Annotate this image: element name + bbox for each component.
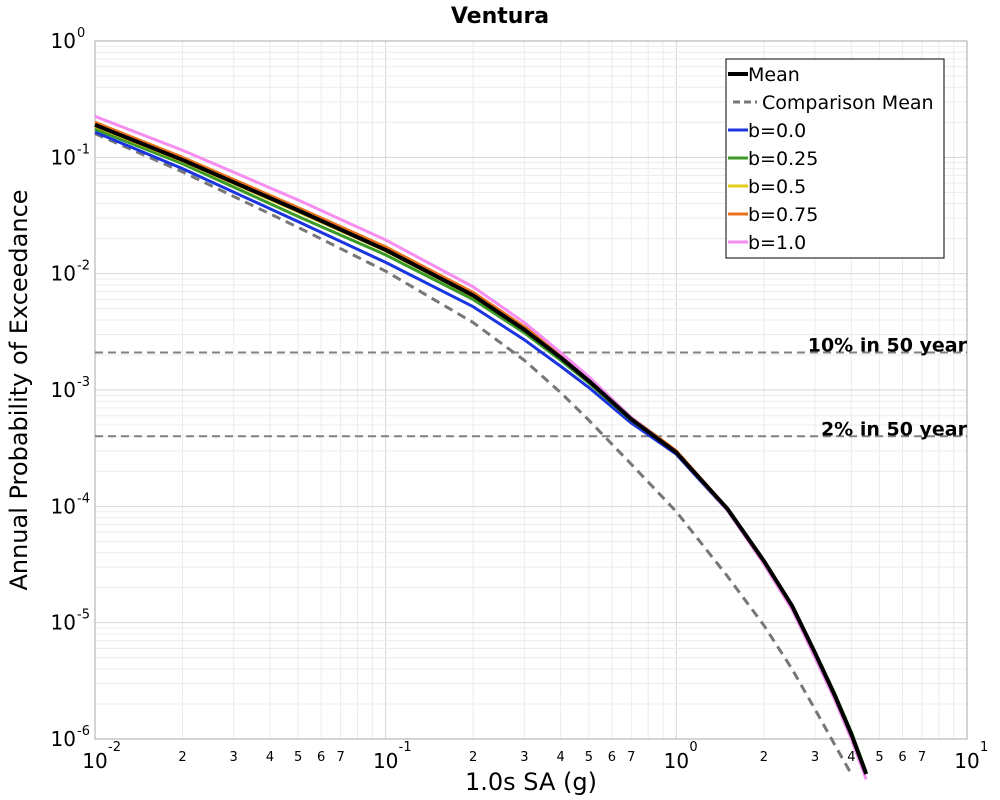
- legend-label: Mean: [748, 64, 800, 86]
- y-major-tick-label: 10 -6: [51, 724, 90, 751]
- x-minor-tick-label: 6: [317, 750, 325, 765]
- y-tick-base: 10: [51, 145, 76, 169]
- x-tick-exponent: 1: [980, 740, 988, 755]
- x-tick-base: 10: [82, 749, 107, 773]
- x-tick-exponent: -1: [399, 740, 412, 755]
- x-major-tick-label: 101: [954, 740, 988, 773]
- series-lines: [94, 114, 869, 780]
- y-major-tick-label: 10 -1: [51, 142, 90, 169]
- y-tick-exponent: -5: [77, 608, 90, 623]
- x-tick-base: 10: [373, 749, 398, 773]
- x-minor-tick-label: 3: [520, 750, 528, 765]
- x-minor-tick-label: 2: [760, 750, 768, 765]
- legend-entry: b=0.5: [728, 176, 806, 198]
- x-minor-tick-label: 7: [337, 750, 345, 765]
- x-minor-tick-label: 3: [230, 750, 238, 765]
- reference-line-label: 2% in 50 year: [821, 418, 968, 440]
- x-tick-exponent: -2: [108, 740, 121, 755]
- x-major-tick-label: 100: [664, 740, 698, 773]
- legend-label: b=0.0: [748, 120, 806, 142]
- y-major-tick-label: 10 -3: [51, 375, 90, 402]
- x-minor-tick-label: 2: [178, 750, 186, 765]
- x-minor-tick-label: 6: [898, 750, 906, 765]
- reference-lines: 10% in 50 year 2% in 50 year: [95, 335, 968, 440]
- legend-label: b=0.5: [748, 176, 806, 198]
- x-major-tick-label: 10-1: [373, 740, 412, 773]
- x-minor-tick-label: 4: [847, 750, 855, 765]
- y-tick-exponent: -3: [77, 375, 90, 390]
- y-major-tick-label: 10 -2: [51, 259, 90, 286]
- legend-label: b=0.75: [748, 204, 818, 226]
- legend-entry: b=0.0: [728, 120, 806, 142]
- y-major-tick-label: 10 -4: [51, 491, 90, 518]
- y-axis-label: Annual Probability of Exceedance: [5, 189, 33, 590]
- series-line-comparison-mean: [94, 132, 853, 775]
- y-tick-base: 10: [51, 262, 76, 286]
- x-minor-tick-label: 7: [627, 750, 635, 765]
- legend-entry: Mean: [728, 64, 800, 86]
- x-minor-tick-label: 7: [918, 750, 926, 765]
- y-tick-exponent: -1: [77, 142, 90, 157]
- x-minor-tick-label: 6: [608, 750, 616, 765]
- x-tick-base: 10: [954, 749, 979, 773]
- x-minor-tick-label: 5: [875, 750, 883, 765]
- y-tick-base: 10: [51, 727, 76, 751]
- chart-title: Ventura: [451, 4, 549, 29]
- legend: Mean Comparison Mean b=0.0 b=0.25 b=0.5 b=0.7…: [725, 58, 945, 259]
- x-tick-base: 10: [664, 749, 689, 773]
- x-minor-tick-label: 3: [811, 750, 819, 765]
- y-tick-exponent: -6: [77, 724, 90, 739]
- series-line-mean: [94, 123, 869, 775]
- legend-label: b=0.25: [748, 148, 818, 170]
- y-tick-base: 10: [51, 378, 76, 402]
- legend-entry: Comparison Mean: [733, 92, 934, 114]
- y-tick-exponent: -4: [77, 491, 90, 506]
- x-minor-tick-label: 5: [294, 750, 302, 765]
- reference-line-label: 10% in 50 year: [808, 335, 968, 357]
- legend-box: [725, 58, 945, 259]
- x-major-tick-label: 10-2: [82, 740, 121, 773]
- x-minor-tick-label: 5: [585, 750, 593, 765]
- grid: [95, 41, 967, 739]
- legend-entry: b=0.25: [728, 148, 818, 170]
- x-minor-tick-label: 2: [469, 750, 477, 765]
- x-minor-tick-label: 4: [266, 750, 274, 765]
- y-major-tick-label: 10 -5: [51, 608, 90, 635]
- legend-entry: b=0.75: [728, 204, 818, 226]
- x-axis-label: 1.0s SA (g): [465, 768, 597, 796]
- legend-label: b=1.0: [748, 232, 806, 254]
- y-tick-base: 10: [51, 611, 76, 635]
- plot-area: [94, 40, 968, 740]
- y-tick-exponent: -2: [77, 259, 90, 274]
- x-tick-exponent: 0: [689, 740, 697, 755]
- x-minor-tick-label: 4: [557, 750, 565, 765]
- legend-entry: b=1.0: [728, 232, 806, 254]
- y-tick-exponent: 0: [77, 26, 85, 41]
- y-tick-base: 10: [51, 29, 76, 53]
- y-tick-base: 10: [51, 494, 76, 518]
- legend-label: Comparison Mean: [762, 92, 934, 114]
- y-major-tick-label: 10 0: [51, 26, 86, 53]
